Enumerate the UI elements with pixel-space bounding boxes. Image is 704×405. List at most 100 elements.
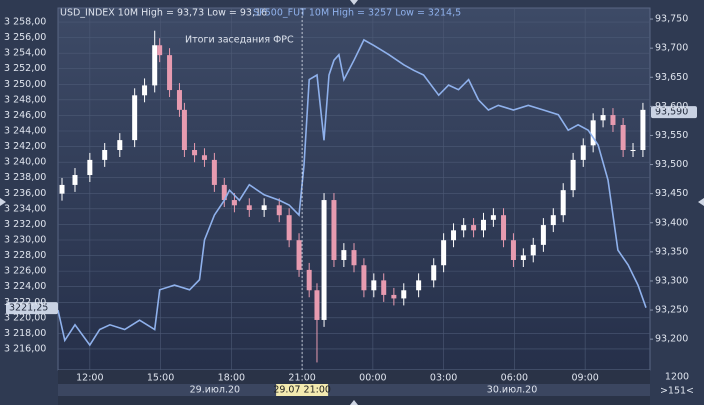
y-tick-label: 3 258,00 xyxy=(4,17,46,28)
candle-body xyxy=(142,85,148,96)
x-tick-label: 06:00 xyxy=(501,373,528,384)
candle-body xyxy=(550,215,556,226)
y-tick-label: 3 222,00 xyxy=(4,297,46,308)
y-tick-label: 3 244,00 xyxy=(4,126,46,137)
y2-tick-label: 93,400 xyxy=(655,217,688,228)
x-tick-label: 09:00 xyxy=(571,373,598,384)
candle-body xyxy=(401,290,407,299)
candle-body xyxy=(102,150,108,160)
candle-body xyxy=(620,124,626,151)
candle-body xyxy=(246,205,252,210)
candle-body xyxy=(306,269,312,291)
y-tick-label: 3 240,00 xyxy=(4,157,46,168)
grid xyxy=(58,8,650,370)
candle-body xyxy=(201,155,207,160)
candle-body xyxy=(416,280,422,291)
arrow-right xyxy=(698,198,704,206)
candle-body xyxy=(231,200,237,206)
candle-body xyxy=(630,150,636,152)
candle-body xyxy=(530,244,536,256)
candle-body xyxy=(341,250,347,261)
crosshair-label: 29.07 21:00 xyxy=(273,385,331,396)
x-tick-label: 12:00 xyxy=(76,373,103,384)
candle-body xyxy=(152,45,158,86)
candle-body xyxy=(286,215,292,241)
y2-tick-label: 93,750 xyxy=(655,14,688,25)
candle-body xyxy=(276,205,282,216)
legend-entry: SP500_FUT 10M High = 3257 Low = 3214,5 xyxy=(253,8,461,19)
candle-body xyxy=(510,240,516,261)
y2-tick-label: 93,550 xyxy=(655,130,688,141)
crosshair-label-box xyxy=(276,384,329,396)
candle-body xyxy=(361,265,367,291)
line-series xyxy=(58,38,647,347)
candle-body xyxy=(441,240,447,266)
y-tick-label: 3 236,00 xyxy=(4,188,46,199)
y-tick-label: 3 224,00 xyxy=(4,281,46,292)
candle-body xyxy=(221,184,227,201)
candle-body xyxy=(490,215,496,220)
y-tick-label: 3 216,00 xyxy=(4,343,46,354)
plot-area xyxy=(57,7,651,371)
candle-body xyxy=(540,225,546,245)
candle-body xyxy=(600,115,606,121)
arrow-bottom xyxy=(350,400,358,405)
candle-body xyxy=(570,159,576,191)
candle-body xyxy=(451,230,457,241)
x-tick-label: 15:00 xyxy=(147,373,174,384)
y-tick-label: 3 234,00 xyxy=(4,203,46,214)
candle-body xyxy=(610,115,616,125)
y-tick-label: 3 256,00 xyxy=(4,32,46,43)
candle-body xyxy=(87,159,93,176)
y-tick-label: 3 226,00 xyxy=(4,266,46,277)
y-tick-label: 3 248,00 xyxy=(4,94,46,105)
candle-body xyxy=(192,150,198,156)
x-tick-label: 00:00 xyxy=(359,373,386,384)
candle-body xyxy=(167,55,173,91)
y-tick-label: 3 250,00 xyxy=(4,79,46,90)
y2-tick-label: 93,600 xyxy=(655,101,688,112)
date-label: 29.июл.20 xyxy=(190,385,240,396)
y-tick-label: 3 220,00 xyxy=(4,312,46,323)
overlay: 29.07 21:00 3221,25 93,590 xyxy=(6,8,697,396)
marks xyxy=(58,30,647,363)
candle-body xyxy=(381,280,387,295)
candle-body xyxy=(480,219,486,231)
footer-text: >151< xyxy=(660,386,694,397)
candle-body xyxy=(560,190,566,216)
x-tick-label: 21:00 xyxy=(288,373,315,384)
candle-body xyxy=(132,95,138,141)
candle-body xyxy=(314,290,320,320)
last-price-box xyxy=(651,106,697,119)
candle-body xyxy=(59,184,65,194)
y2-tick-label: 93,250 xyxy=(655,305,688,316)
candle-body xyxy=(331,200,337,261)
y2-tick-label: 93,700 xyxy=(655,43,688,54)
y-tick-label: 3 218,00 xyxy=(4,328,46,339)
candle-body xyxy=(211,159,217,185)
candle-body xyxy=(72,175,78,185)
candle-body xyxy=(296,240,302,270)
candle-body xyxy=(461,225,467,231)
candle-body xyxy=(520,255,526,261)
annotation: Итоги заседания ФРС xyxy=(185,35,294,46)
y-tick-label: 3 228,00 xyxy=(4,250,46,261)
candle-body xyxy=(117,140,123,151)
y-tick-label: 3 252,00 xyxy=(4,63,46,74)
y-tick-label: 3 238,00 xyxy=(4,172,46,183)
last-price-label: 3221,25 xyxy=(9,303,48,314)
candle-body xyxy=(321,200,327,320)
date-label: 30.июл.20 xyxy=(487,385,537,396)
candle-body xyxy=(261,205,267,210)
y2-tick-label: 93,200 xyxy=(655,334,688,345)
y-tick-label: 3 242,00 xyxy=(4,141,46,152)
candle-body xyxy=(471,225,477,231)
candle-body xyxy=(391,294,397,299)
y-tick-label: 3 230,00 xyxy=(4,234,46,245)
x-tick-label: 18:00 xyxy=(218,373,245,384)
y2-tick-label: 93,650 xyxy=(655,72,688,83)
y2-tick-label: 93,350 xyxy=(655,246,688,257)
legend-entry: USD_INDEX 10M High = 93,73 Low = 93,16 xyxy=(60,8,267,19)
candle-body xyxy=(501,215,507,241)
